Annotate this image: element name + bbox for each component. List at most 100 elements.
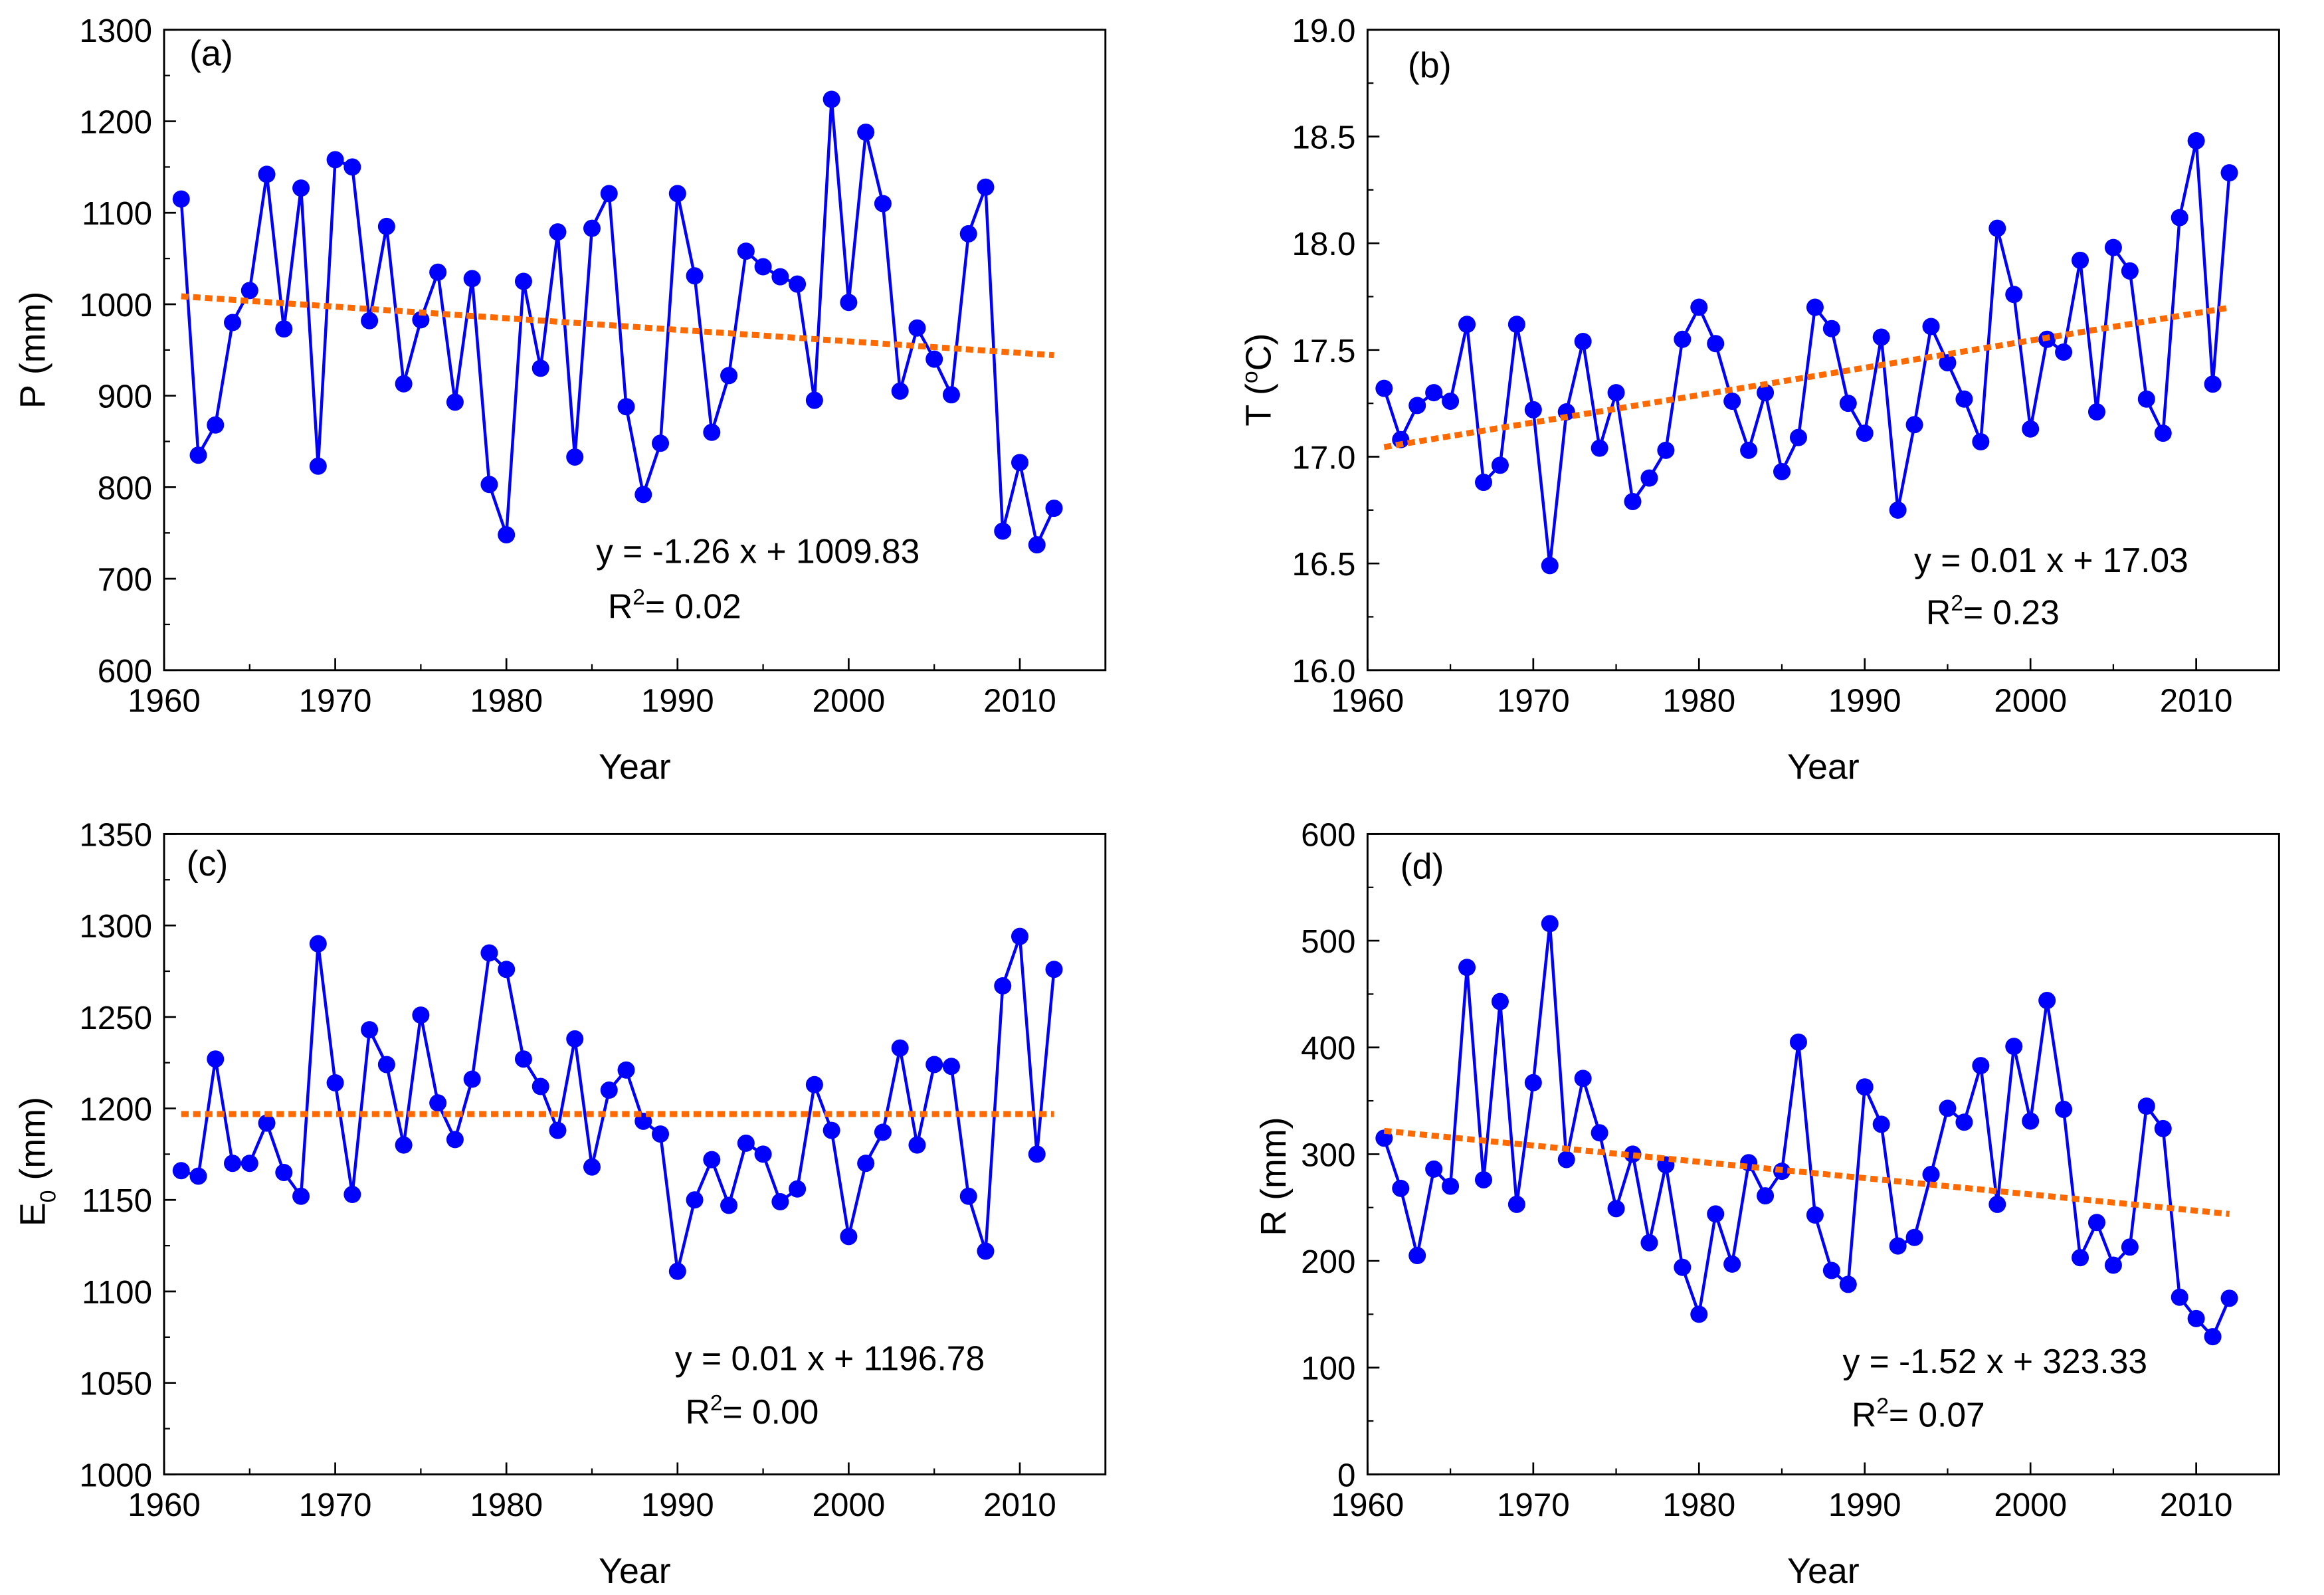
data-point xyxy=(925,350,943,368)
data-point xyxy=(2204,375,2222,393)
panel-label: (b) xyxy=(1408,46,1452,86)
data-point xyxy=(789,1180,807,1198)
data-point xyxy=(463,1070,481,1088)
data-point xyxy=(1955,1113,1973,1131)
panel-d: 1960 1970 1980 1990 2000 2010 0 100 200 300 400 500… xyxy=(1254,816,2280,1591)
data-point xyxy=(1723,1255,1741,1273)
data-point xyxy=(1905,1228,1923,1246)
data-point xyxy=(1524,1074,1542,1091)
x-tick-label: 2010 xyxy=(2160,683,2233,719)
x-tick-label: 1990 xyxy=(641,1487,714,1523)
data-point xyxy=(1657,441,1675,459)
data-point xyxy=(395,375,413,393)
data-point xyxy=(2005,1038,2023,1056)
data-point xyxy=(686,1191,704,1209)
data-point xyxy=(343,1186,361,1204)
data-point xyxy=(754,1145,772,1163)
data-point xyxy=(1458,316,1476,333)
data-point xyxy=(1872,1115,1890,1133)
data-point xyxy=(412,1006,430,1024)
data-point xyxy=(2220,164,2238,182)
series-line xyxy=(1383,140,2231,566)
r2-exponent: 2 xyxy=(710,1391,723,1416)
data-point xyxy=(275,1163,293,1181)
data-point xyxy=(823,90,840,108)
x-axis-title: Year xyxy=(1787,747,1860,787)
y-tick-label: 600 xyxy=(98,653,152,690)
data-point xyxy=(942,1058,960,1076)
data-point xyxy=(583,1158,601,1176)
data-point xyxy=(686,267,704,285)
r2-exponent: 2 xyxy=(1876,1394,1889,1418)
data-point xyxy=(377,1056,395,1074)
data-point xyxy=(549,223,567,241)
data-point xyxy=(874,1123,892,1141)
data-point xyxy=(1856,424,1874,442)
data-point xyxy=(1806,1206,1824,1224)
panel-label: (d) xyxy=(1401,847,1444,887)
data-point xyxy=(737,1134,755,1152)
y-tick-label: 18.0 xyxy=(1292,226,1355,262)
data-point xyxy=(1607,384,1625,402)
data-point xyxy=(532,359,549,377)
data-point xyxy=(1723,392,1741,410)
r2-symbol: R xyxy=(1852,1396,1876,1434)
trend-equation: y = 0.01 x + 1196.78 xyxy=(675,1339,985,1377)
series-line xyxy=(1383,923,2231,1340)
data-point xyxy=(959,1187,977,1205)
data-point xyxy=(2022,420,2040,438)
data-point xyxy=(1822,1262,1840,1279)
panel-label: (c) xyxy=(187,844,229,884)
data-point xyxy=(771,1193,789,1211)
y-tick-label: 1350 xyxy=(79,816,152,853)
data-point xyxy=(480,944,498,962)
data-point xyxy=(789,275,807,293)
data-point xyxy=(1757,384,1775,402)
r2-exponent: 2 xyxy=(632,585,645,610)
data-point xyxy=(1889,501,1907,519)
data-point xyxy=(668,1262,686,1280)
data-point xyxy=(2087,403,2105,421)
x-tick-label: 1980 xyxy=(470,1487,543,1523)
data-point xyxy=(617,1061,635,1079)
data-point xyxy=(463,270,481,288)
data-point xyxy=(1905,416,1923,434)
x-tick-label: 1970 xyxy=(299,683,372,719)
data-point xyxy=(549,1121,567,1139)
data-point xyxy=(1011,927,1029,945)
data-point xyxy=(1408,397,1426,415)
r2-value: = 0.00 xyxy=(723,1392,819,1431)
data-point xyxy=(207,416,225,434)
y-title-sub: 0 xyxy=(36,1190,60,1203)
y-tick-label: 300 xyxy=(1301,1137,1355,1173)
data-point xyxy=(1839,395,1857,413)
x-axis-title: Year xyxy=(1787,1551,1860,1591)
y-tick-label: 17.0 xyxy=(1292,439,1355,476)
data-point xyxy=(429,263,447,281)
data-point xyxy=(446,1131,464,1149)
y-title-sup: o xyxy=(1238,371,1262,383)
data-point xyxy=(292,1187,310,1205)
y-tick-label: 700 xyxy=(98,561,152,598)
y-tick-label: 1250 xyxy=(79,1000,152,1036)
data-point xyxy=(429,1094,447,1112)
data-point xyxy=(514,272,532,290)
x-tick-label: 1960 xyxy=(1331,1487,1404,1523)
r-squared: R2= 0.07 xyxy=(1852,1394,1985,1434)
data-point xyxy=(994,977,1012,995)
data-point xyxy=(292,179,310,197)
data-point xyxy=(1028,536,1046,554)
data-point xyxy=(857,1155,875,1173)
data-point xyxy=(2171,209,2188,227)
data-point xyxy=(566,448,584,466)
data-point xyxy=(309,457,327,475)
series-line xyxy=(181,935,1056,1272)
data-point xyxy=(2171,1288,2188,1306)
data-point xyxy=(2137,390,2155,408)
data-point xyxy=(1789,428,1807,446)
data-point xyxy=(959,225,977,242)
y-tick-label: 600 xyxy=(1301,816,1355,853)
data-point xyxy=(2038,992,2056,1010)
data-point xyxy=(2187,1309,2205,1327)
data-point xyxy=(1607,1200,1625,1218)
